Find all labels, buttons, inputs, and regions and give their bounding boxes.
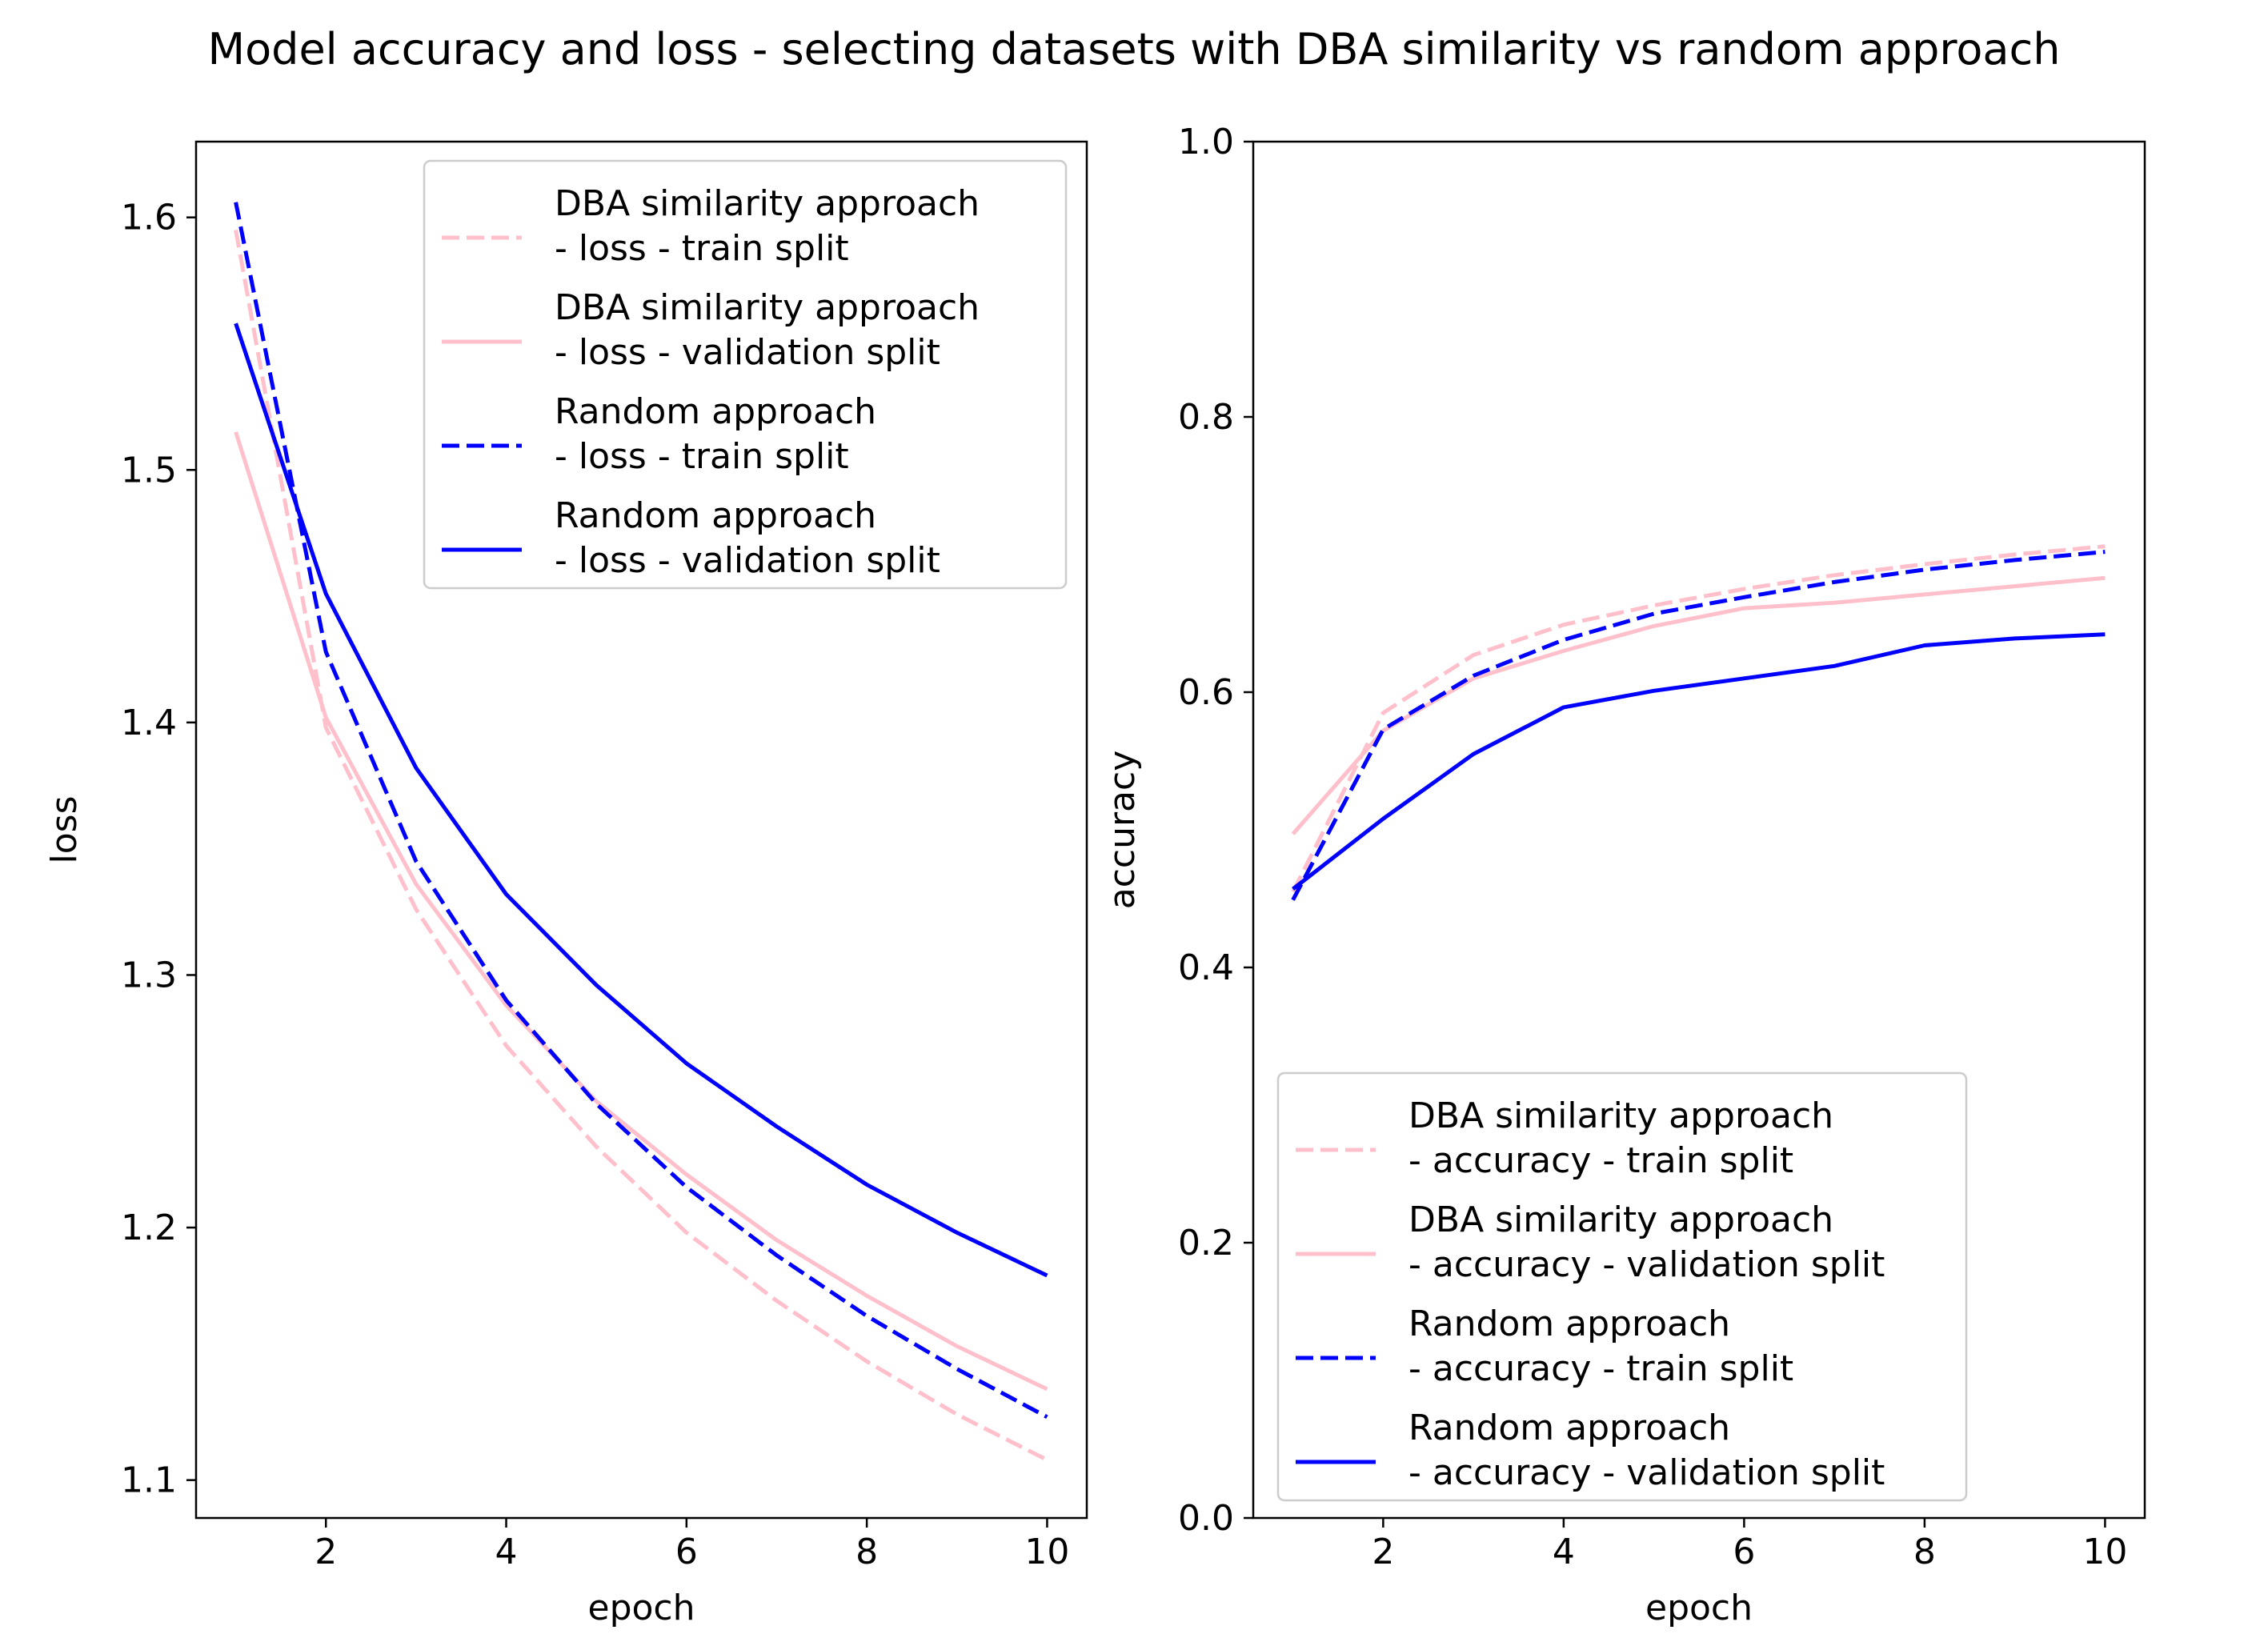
figure-title: Model accuracy and loss - selecting data… [208, 24, 2061, 74]
x-tick-label: 10 [1024, 1532, 1069, 1572]
x-tick-label: 10 [2082, 1532, 2127, 1572]
x-tick-label: 4 [1553, 1532, 1575, 1572]
legend-label: Random approach - loss - validation split [555, 495, 940, 581]
legend-box [423, 159, 1068, 590]
y-tick-label: 1.2 [121, 1207, 177, 1248]
y-tick-label: 1.4 [121, 703, 177, 743]
axes-frame [194, 140, 1088, 1520]
legend: DBA similarity approach - accuracy - trai… [1276, 1071, 1968, 1502]
plot-area [1291, 544, 2106, 901]
x-tick-label: 4 [495, 1532, 518, 1572]
x-tick-label: 6 [1733, 1532, 1755, 1572]
y-tick-label: 0.4 [1178, 947, 1234, 988]
x-tick-label: 8 [1913, 1532, 1936, 1572]
legend-label: DBA similarity approach - loss - train sp… [555, 183, 980, 269]
y-tick-label: 0.0 [1178, 1498, 1234, 1539]
accuracy-chart: 2 4 6 8 10 0.0 0.2 0.4 0.6 0.8 1.0 epoch accuracy DBA… [1102, 122, 2146, 1628]
y-tick-label: 1.5 [121, 450, 177, 491]
plot-area [234, 202, 1048, 1462]
series-line-random-approach-accuracy-validation-split [1292, 632, 2106, 891]
legend-label: DBA similarity approach - accuracy - trai… [1408, 1095, 1833, 1181]
series-line-random-approach-loss-validation-split [234, 322, 1048, 1278]
x-tick-label: 2 [1372, 1532, 1394, 1572]
y-tick-label: 1.1 [121, 1460, 177, 1501]
y-axis-label: accuracy [1102, 751, 1143, 910]
series-line-dba-similarity-approach-accuracy-train-split [1291, 544, 2106, 893]
x-tick-label: 2 [315, 1532, 337, 1572]
x-tick-label: 8 [856, 1532, 878, 1572]
series-line-dba-similarity-approach-accuracy-validation-split [1291, 575, 2106, 835]
loss-chart: 2 4 6 8 10 1.1 1.2 1.3 1.4 1.5 1.6 epoch loss DBA sim… [44, 140, 1088, 1628]
y-tick-label: 0.6 [1178, 672, 1234, 713]
x-axis-label: epoch [1645, 1588, 1753, 1628]
y-tick-label: 0.8 [1178, 397, 1234, 438]
legend-label: Random approach - accuracy - train split [1408, 1304, 1793, 1389]
series-line-dba-similarity-approach-loss-validation-split [234, 431, 1048, 1392]
legend-label: Random approach - accuracy - validation s… [1408, 1408, 1885, 1493]
y-axis-label: loss [44, 796, 85, 864]
y-tick-label: 1.0 [1178, 122, 1234, 162]
y-tick-label: 1.3 [121, 955, 177, 995]
series-line-random-approach-loss-train-split [234, 202, 1048, 1420]
y-tick-label: 0.2 [1178, 1223, 1234, 1264]
legend: DBA similarity approach - loss - train sp… [423, 159, 1068, 590]
legend-label: Random approach - loss - train split [555, 391, 876, 477]
x-tick-label: 6 [675, 1532, 698, 1572]
y-tick-label: 1.6 [121, 198, 177, 238]
axes-frame [1252, 140, 2146, 1520]
legend-box [1276, 1071, 1968, 1502]
series-line-random-approach-accuracy-train-split [1291, 550, 2106, 901]
x-axis-label: epoch [588, 1588, 695, 1628]
legend-label: DBA similarity approach - accuracy - vali… [1408, 1199, 1885, 1285]
legend-label: DBA similarity approach - loss - validati… [555, 287, 980, 373]
series-line-dba-similarity-approach-loss-train-split [234, 230, 1048, 1462]
